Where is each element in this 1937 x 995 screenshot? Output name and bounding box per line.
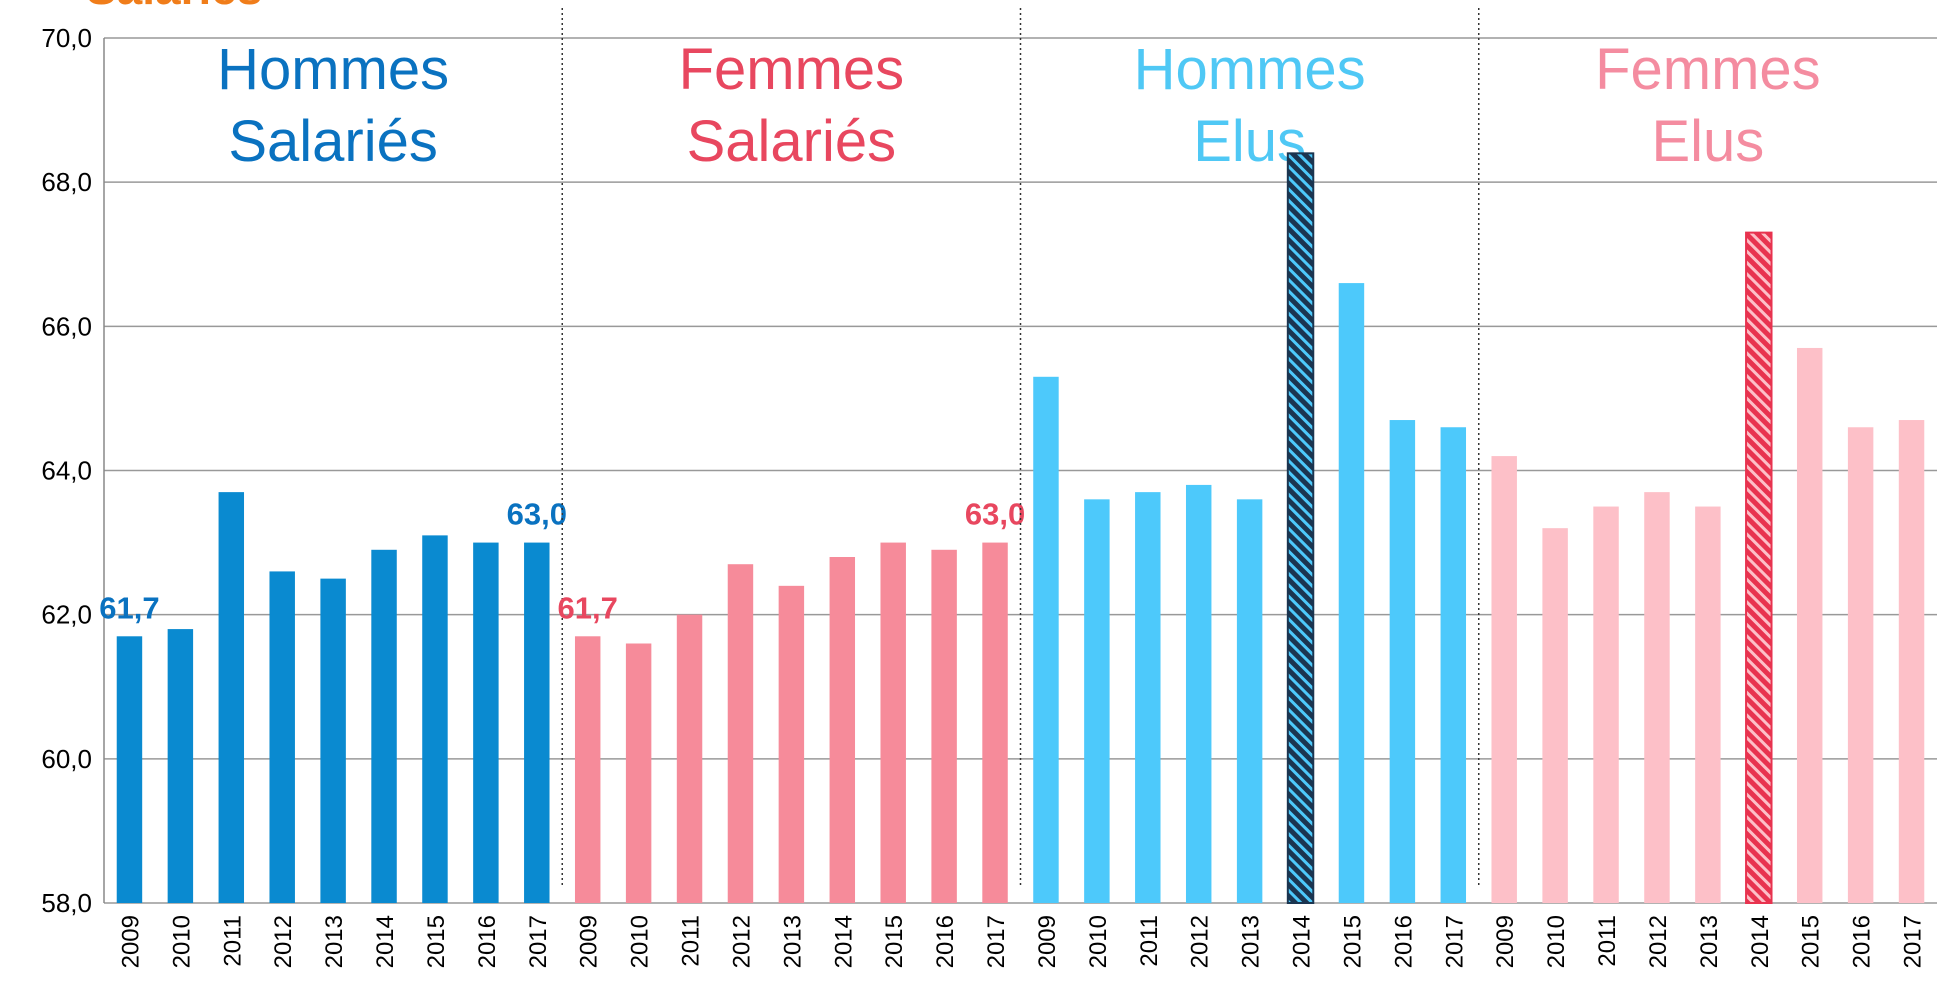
x-tick-label: 2017 [983, 915, 1010, 968]
group-label: Hommes Elus [1133, 37, 1366, 174]
x-tick-label: 2010 [1085, 915, 1112, 968]
x-tick-label: 2016 [1849, 915, 1876, 968]
bar [778, 585, 805, 903]
x-tick-label: 2015 [881, 915, 908, 968]
bar [676, 614, 703, 903]
y-tick-label: 66,0 [41, 311, 92, 341]
bar [1644, 492, 1670, 903]
group-label-box: Femmes Elus [1595, 37, 1821, 174]
bar [218, 492, 245, 903]
data-label: 61,7 [558, 590, 618, 625]
x-tick-label: 2014 [1289, 915, 1316, 968]
x-tick-label: 2013 [1696, 915, 1723, 968]
bar [422, 535, 448, 903]
x-tick-label: 2009 [1034, 915, 1061, 968]
x-tick-label: 2009 [117, 915, 144, 968]
y-tick-label: 70,0 [41, 23, 92, 53]
x-tick-label: 2014 [1747, 915, 1774, 968]
x-tick-label: 2016 [1390, 915, 1417, 968]
y-tick-label: 68,0 [41, 167, 92, 197]
x-tick-label: 2012 [728, 915, 755, 968]
bar [1847, 427, 1874, 903]
x-tick-label: 2012 [270, 915, 297, 968]
x-tick-label: 2011 [678, 915, 705, 967]
x-tick-label: 2014 [830, 915, 857, 968]
group-label-box: Hommes Elus [1133, 37, 1366, 174]
y-tick-label: 62,0 [41, 600, 92, 630]
chart-title: Salariés [86, 0, 262, 14]
bar [116, 636, 143, 903]
x-tick-label: 2017 [525, 915, 552, 968]
x-tick-label: 2009 [576, 915, 603, 968]
bar [1542, 528, 1568, 903]
group-label-box: Hommes Salariés [217, 37, 450, 174]
bar [1084, 499, 1110, 903]
bar [1338, 283, 1365, 903]
bar [880, 542, 906, 903]
bar [1033, 376, 1059, 904]
data-label: 63,0 [507, 497, 567, 532]
bar [167, 629, 194, 903]
bar [1286, 152, 1315, 905]
bar [1593, 506, 1619, 903]
x-tick-label: 2016 [932, 915, 959, 968]
bar [931, 549, 957, 903]
bar [1491, 456, 1517, 903]
y-tick-label: 64,0 [41, 456, 92, 486]
x-tick-label: 2013 [1238, 915, 1265, 968]
x-tick-label: 2015 [1339, 915, 1366, 968]
group-label: Femmes Elus [1595, 37, 1821, 174]
bar [727, 564, 754, 903]
x-tick-label: 2014 [372, 915, 399, 968]
bar [320, 578, 346, 903]
x-tick-label: 2015 [1798, 915, 1825, 968]
x-tick-label: 2011 [219, 915, 246, 967]
y-tick-label: 60,0 [41, 744, 92, 774]
data-label: 63,0 [965, 497, 1025, 532]
bar [1440, 427, 1467, 903]
x-tick-label: 2012 [1187, 915, 1214, 968]
bar [625, 643, 652, 903]
x-tick-label: 2012 [1645, 915, 1672, 968]
x-tick-label: 2016 [474, 915, 501, 968]
x-tick-label: 2013 [321, 915, 348, 968]
bar [1796, 347, 1823, 903]
bar [473, 542, 499, 903]
group-label: Femmes Salariés [678, 37, 905, 174]
x-tick-label: 2015 [423, 915, 450, 968]
bar [982, 542, 1008, 903]
x-tick-label: 2017 [1441, 915, 1468, 968]
x-tick-label: 2013 [779, 915, 806, 968]
x-tick-label: 2010 [627, 915, 654, 968]
bar [1695, 506, 1721, 903]
bar [1236, 499, 1263, 903]
bar [1745, 231, 1773, 904]
x-tick-label: 2017 [1900, 915, 1927, 968]
bar [574, 636, 601, 903]
bar [1898, 420, 1925, 903]
bar [829, 557, 856, 903]
bar [269, 571, 295, 903]
x-tick-label: 2010 [1543, 915, 1570, 968]
bar [524, 542, 550, 903]
x-tick-label: 2010 [168, 915, 195, 968]
y-tick-label: 58,0 [41, 888, 92, 918]
x-tick-label: 2011 [1136, 915, 1163, 967]
data-label: 61,7 [99, 590, 159, 625]
bar [371, 549, 397, 903]
bar [1135, 492, 1161, 903]
bar [1185, 484, 1212, 903]
bar [1389, 420, 1416, 903]
group-label-box: Femmes Salariés [678, 37, 905, 174]
group-label: Hommes Salariés [217, 37, 450, 174]
x-tick-label: 2011 [1594, 915, 1621, 967]
x-tick-label: 2009 [1492, 915, 1519, 968]
